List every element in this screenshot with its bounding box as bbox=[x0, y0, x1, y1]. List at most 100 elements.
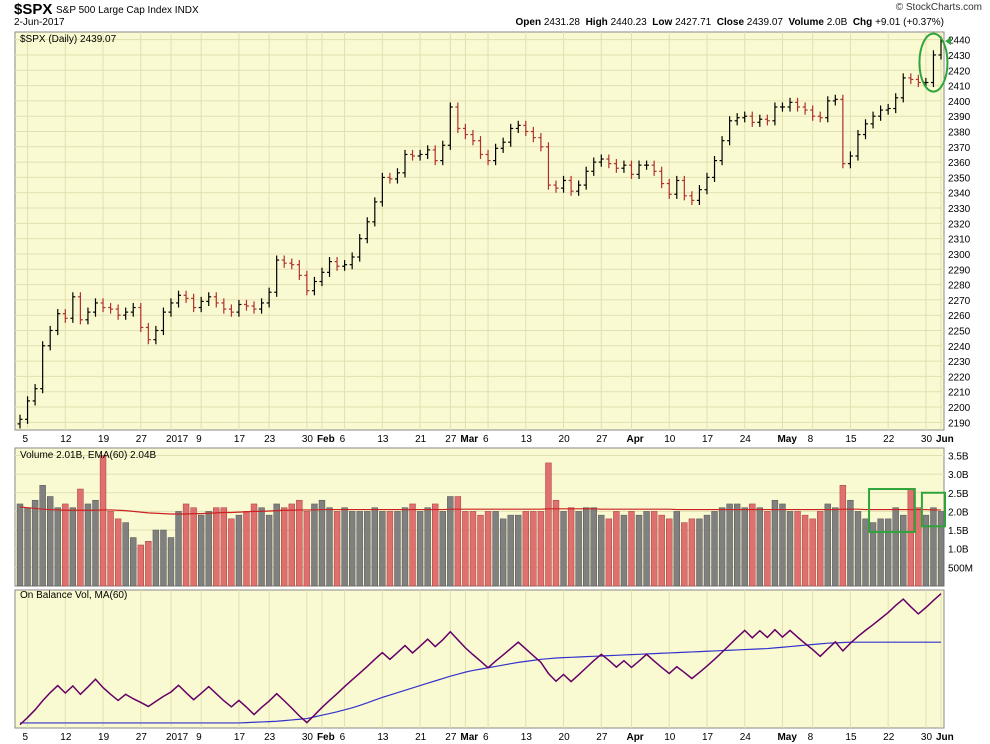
ohlc-bar bbox=[40, 341, 46, 394]
date-tick-label: 9 bbox=[196, 732, 202, 743]
ohlc-bar bbox=[92, 298, 98, 317]
volume-bar bbox=[620, 514, 628, 587]
ohlc-bar bbox=[432, 145, 438, 166]
date-tick-label: Jun bbox=[936, 732, 954, 743]
ohlc-bar bbox=[289, 258, 295, 270]
price-y-tick: 2270 bbox=[948, 296, 971, 307]
date-tick-label: 15 bbox=[845, 732, 857, 743]
volume-bar bbox=[681, 522, 688, 587]
volume-bar bbox=[937, 511, 945, 587]
symbol-description: S&P 500 Large Cap Index INDX bbox=[56, 5, 199, 16]
ohlc-bar bbox=[281, 255, 287, 268]
price-y-tick: 2310 bbox=[948, 235, 971, 246]
ohlc-bar bbox=[764, 114, 770, 126]
volume-bar bbox=[84, 503, 92, 587]
date-tick-label: 15 bbox=[845, 434, 857, 445]
ohlc-bar bbox=[606, 154, 612, 169]
volume-bar bbox=[167, 537, 175, 587]
ohlc-bar bbox=[930, 50, 936, 88]
volume-bar bbox=[869, 522, 877, 587]
ohlc-bar bbox=[115, 304, 121, 320]
volume-bar bbox=[794, 511, 801, 587]
ohlc-bar bbox=[847, 151, 853, 169]
ohlc-bar bbox=[681, 175, 687, 201]
ohlc-bar bbox=[855, 129, 861, 161]
volume-bar bbox=[114, 518, 122, 587]
last-price-marker bbox=[945, 37, 951, 46]
volume-bar bbox=[484, 511, 492, 587]
volume-y-tick: 1.0B bbox=[948, 545, 969, 556]
date-tick-label: Jun bbox=[936, 434, 954, 445]
date-tick-label: May bbox=[777, 434, 797, 445]
ohlc-bar bbox=[568, 175, 574, 196]
ohlc-bar bbox=[493, 143, 499, 166]
volume-bar bbox=[394, 511, 401, 587]
annotation-ellipse bbox=[918, 32, 949, 93]
date-tick-label: 27 bbox=[596, 434, 608, 445]
ohlc-bar bbox=[17, 414, 23, 429]
ohlc-bar bbox=[591, 157, 597, 176]
date-tick-label: 17 bbox=[234, 434, 246, 445]
volume-bar bbox=[160, 529, 167, 587]
volume-bar bbox=[492, 511, 499, 587]
date-tick-label: Feb bbox=[317, 732, 335, 743]
ohlc-bar bbox=[885, 103, 891, 115]
price-y-tick: 2280 bbox=[948, 281, 971, 292]
date-tick-label: 9 bbox=[196, 434, 202, 445]
volume-ema-line bbox=[19, 506, 941, 515]
volume-bar bbox=[371, 507, 379, 587]
volume-bar bbox=[922, 514, 930, 587]
ohlc-bar bbox=[576, 180, 582, 196]
symbol[interactable]: $SPX bbox=[14, 1, 53, 18]
ohlc-bar bbox=[470, 129, 476, 146]
volume-bar bbox=[213, 507, 220, 587]
date-tick-label: 27 bbox=[596, 732, 608, 743]
ohlc-bar bbox=[342, 260, 348, 271]
ohlc-bar bbox=[266, 287, 272, 308]
ohlc-bar bbox=[825, 96, 831, 123]
date-tick-label: 5 bbox=[23, 732, 29, 743]
volume-bar bbox=[832, 507, 839, 587]
volume-bar bbox=[726, 503, 733, 587]
date-tick-label: 24 bbox=[740, 434, 752, 445]
ohlc-bar bbox=[561, 175, 567, 193]
date-tick-label: 6 bbox=[340, 434, 346, 445]
volume-bar bbox=[416, 511, 424, 587]
date-tick-label: 17 bbox=[702, 434, 714, 445]
date-tick-label: 19 bbox=[98, 434, 110, 445]
volume-bar bbox=[515, 514, 522, 587]
ohlc-bar bbox=[757, 114, 763, 127]
ohlc-bar bbox=[296, 260, 302, 280]
ohlc-bar bbox=[651, 160, 657, 176]
ohlc-bar bbox=[832, 94, 838, 106]
ohlc-bar bbox=[644, 160, 650, 170]
date-tick-label: 2017 bbox=[166, 434, 189, 445]
obv-panel: 5 12 19 27 2017 9 17 23 30 Feb 6 13 21 27 Mar 6 13 20 27 Ap… bbox=[14, 589, 954, 743]
date-tick-label: 12 bbox=[60, 732, 72, 743]
ohlc-bar bbox=[802, 102, 808, 115]
brand-watermark[interactable]: © StockCharts.com bbox=[895, 2, 982, 13]
volume-bar bbox=[205, 511, 212, 587]
ohlc-bar bbox=[840, 94, 846, 169]
ohlc-bar bbox=[183, 290, 189, 303]
ohlc-bar bbox=[372, 197, 378, 227]
ohlc-bar bbox=[160, 307, 166, 336]
date-tick-label: 10 bbox=[664, 434, 676, 445]
ohlc-bar bbox=[704, 172, 710, 195]
volume-y-tick: 3.0B bbox=[948, 470, 969, 481]
ohlc-bar bbox=[228, 304, 234, 317]
date-tick-label: 30 bbox=[302, 434, 314, 445]
ohlc-bar bbox=[636, 160, 642, 179]
ohlc-bar bbox=[900, 73, 906, 103]
volume-bar bbox=[152, 529, 160, 587]
date-tick-label: 17 bbox=[234, 732, 246, 743]
ohlc-bar bbox=[440, 140, 446, 166]
volume-bar bbox=[749, 503, 756, 587]
ohlc-bar bbox=[236, 299, 242, 317]
volume-bar bbox=[613, 511, 620, 587]
date-tick-label: 21 bbox=[415, 434, 427, 445]
price-y-tick: 2430 bbox=[948, 51, 971, 62]
price-y-tick: 2240 bbox=[948, 342, 971, 353]
ohlc-bar bbox=[176, 290, 182, 308]
